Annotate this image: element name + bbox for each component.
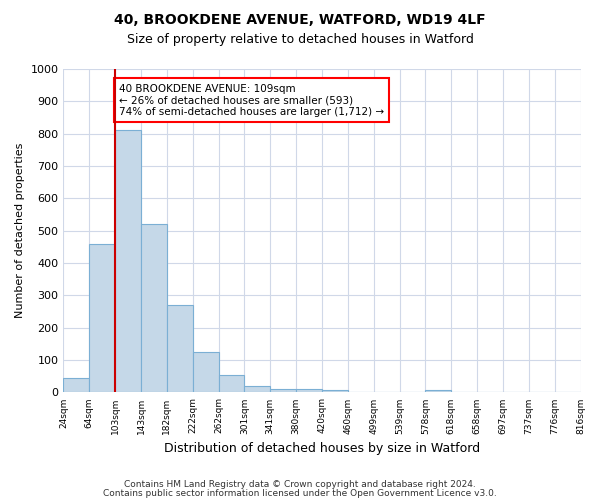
Bar <box>141 224 167 392</box>
Text: 40, BROOKDENE AVENUE, WATFORD, WD19 4LF: 40, BROOKDENE AVENUE, WATFORD, WD19 4LF <box>114 12 486 26</box>
Bar <box>167 305 193 392</box>
Bar <box>89 244 115 392</box>
Text: 40 BROOKDENE AVENUE: 109sqm
← 26% of detached houses are smaller (593)
74% of se: 40 BROOKDENE AVENUE: 109sqm ← 26% of det… <box>119 84 384 117</box>
Bar <box>322 390 348 392</box>
Bar <box>296 389 322 392</box>
Text: Size of property relative to detached houses in Watford: Size of property relative to detached ho… <box>127 32 473 46</box>
Bar <box>425 390 451 392</box>
Bar <box>218 374 244 392</box>
Text: Contains HM Land Registry data © Crown copyright and database right 2024.: Contains HM Land Registry data © Crown c… <box>124 480 476 489</box>
Bar <box>64 378 89 392</box>
X-axis label: Distribution of detached houses by size in Watford: Distribution of detached houses by size … <box>164 442 480 455</box>
Bar <box>270 389 296 392</box>
Y-axis label: Number of detached properties: Number of detached properties <box>15 143 25 318</box>
Bar <box>193 352 218 393</box>
Bar <box>244 386 270 392</box>
Text: Contains public sector information licensed under the Open Government Licence v3: Contains public sector information licen… <box>103 489 497 498</box>
Bar <box>115 130 141 392</box>
